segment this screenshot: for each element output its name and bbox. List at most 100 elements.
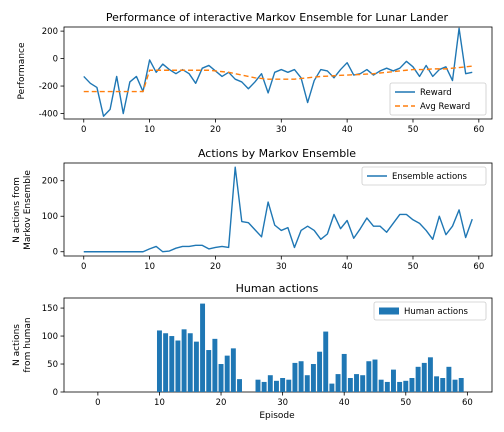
human-bar [384, 381, 390, 392]
ensemble-y-tick-label: 0 [53, 248, 58, 258]
performance-series-line-avg-reward [83, 65, 473, 93]
ensemble-legend-label: Ensemble actions [392, 172, 468, 182]
performance-legend-label: Reward [420, 88, 452, 98]
ensemble-actions-panel: Actions by Markov Ensemble N actions fro… [12, 147, 493, 272]
ensemble-series-line-ensemble-actions [83, 166, 473, 253]
human-bar [181, 329, 187, 392]
human-bar [304, 375, 310, 392]
human-bar [317, 351, 323, 392]
performance-panel: Performance of interactive Markov Ensemb… [17, 11, 493, 135]
human-bar [354, 374, 359, 392]
human-chart-title: Human actions [236, 282, 319, 295]
ensemble-chart-title: Actions by Markov Ensemble [198, 147, 356, 160]
human-x-tick-label: 60 [462, 398, 473, 408]
ensemble-x-tick-label: 40 [342, 262, 353, 272]
human-bar [341, 353, 347, 392]
human-x-tick-label: 40 [339, 398, 350, 408]
human-bar [224, 355, 230, 392]
human-bar [427, 357, 433, 392]
human-bar [206, 350, 212, 392]
human-legend-label: Human actions [404, 307, 469, 317]
ensemble-x-tick-label: 20 [210, 262, 221, 272]
ensemble-x-tick-label: 30 [276, 262, 287, 272]
human-bar [163, 333, 169, 392]
human-bar [372, 359, 378, 392]
human-legend-swatch [379, 307, 399, 315]
human-bar [458, 378, 464, 392]
ensemble-x-tick-label: 50 [408, 262, 419, 272]
human-y-tick-label: 100 [42, 332, 58, 342]
human-y-tick-label: 50 [47, 360, 58, 370]
ensemble-x-tick-label: 60 [473, 262, 484, 272]
performance-y-tick-label: -400 [39, 110, 58, 120]
ensemble-marks [83, 166, 473, 253]
human-bar [267, 375, 273, 392]
human-x-tick-label: 10 [154, 398, 165, 408]
human-x-tick-label: 50 [400, 398, 411, 408]
human-bar [397, 381, 403, 392]
ensemble-axes: 0 10 20 30 40 50 60 0 100 200 [42, 162, 493, 272]
human-bar [323, 331, 329, 392]
human-bar [261, 381, 267, 392]
human-y-tick-label: 0 [53, 388, 58, 398]
ensemble-legend: Ensemble actions [361, 166, 487, 186]
ensemble-y-tick-label: 200 [42, 177, 58, 187]
performance-x-tick-label: 0 [81, 125, 86, 135]
human-bar [298, 361, 304, 392]
human-bar [409, 378, 415, 392]
performance-x-tick-label: 40 [342, 125, 353, 135]
performance-marks [83, 27, 473, 117]
human-bar [218, 364, 224, 392]
human-x-tick-label: 0 [95, 398, 100, 408]
performance-legend-box [389, 82, 487, 116]
human-bar [187, 333, 193, 392]
ensemble-x-tick-label: 10 [144, 262, 155, 272]
performance-x-tick-label: 20 [210, 125, 221, 135]
human-legend: Human actions [373, 301, 487, 321]
human-y-tick-label: 150 [42, 304, 58, 314]
ensemble-x-tick-label: 0 [81, 262, 86, 272]
human-bar [440, 378, 446, 392]
human-bar [335, 374, 341, 392]
performance-chart-title: Performance of interactive Markov Ensemb… [106, 11, 449, 24]
human-bar [193, 341, 199, 392]
human-bar [347, 378, 353, 392]
performance-x-tick-label: 10 [144, 125, 155, 135]
ensemble-y-axis-label-line-2: Markov Ensemble [23, 170, 33, 250]
performance-axes: 0 10 20 30 40 50 60 -400 -200 0 200 [39, 26, 493, 135]
human-bar [360, 375, 366, 392]
human-marks [156, 303, 464, 392]
human-bar [329, 383, 335, 392]
performance-y-tick-label: 200 [42, 27, 58, 37]
human-y-axis-label-line-1: N actions [12, 324, 22, 366]
performance-legend-label: Avg Reward [420, 102, 470, 112]
human-bar [452, 379, 458, 392]
human-bar [274, 380, 279, 392]
human-legend-box [373, 301, 487, 321]
human-bar [169, 336, 175, 392]
human-bar [255, 379, 261, 392]
performance-legend: Reward Avg Reward [389, 82, 487, 116]
human-bar [310, 364, 316, 392]
human-x-tick-label: 20 [216, 398, 227, 408]
performance-y-tick-label: -200 [39, 82, 58, 92]
human-bar [286, 379, 292, 392]
human-bar [156, 330, 162, 392]
human-bar [366, 361, 372, 392]
human-bar [212, 338, 218, 392]
human-bar [391, 369, 396, 392]
human-bar [446, 366, 452, 392]
ensemble-y-tick-label: 100 [42, 212, 58, 222]
ensemble-y-axis-label-line-1: N actions from [12, 177, 22, 243]
human-bar [230, 348, 236, 392]
performance-x-tick-label: 60 [473, 125, 484, 135]
human-bar [292, 362, 298, 392]
performance-y-axis-label: Performance [17, 42, 27, 99]
performance-plot-frame [63, 26, 493, 120]
performance-x-tick-label: 50 [408, 125, 419, 135]
human-bar [415, 366, 421, 392]
human-bar [200, 303, 206, 392]
human-y-axis-label-line-2: from human [23, 317, 33, 372]
performance-x-tick-label: 30 [276, 125, 287, 135]
